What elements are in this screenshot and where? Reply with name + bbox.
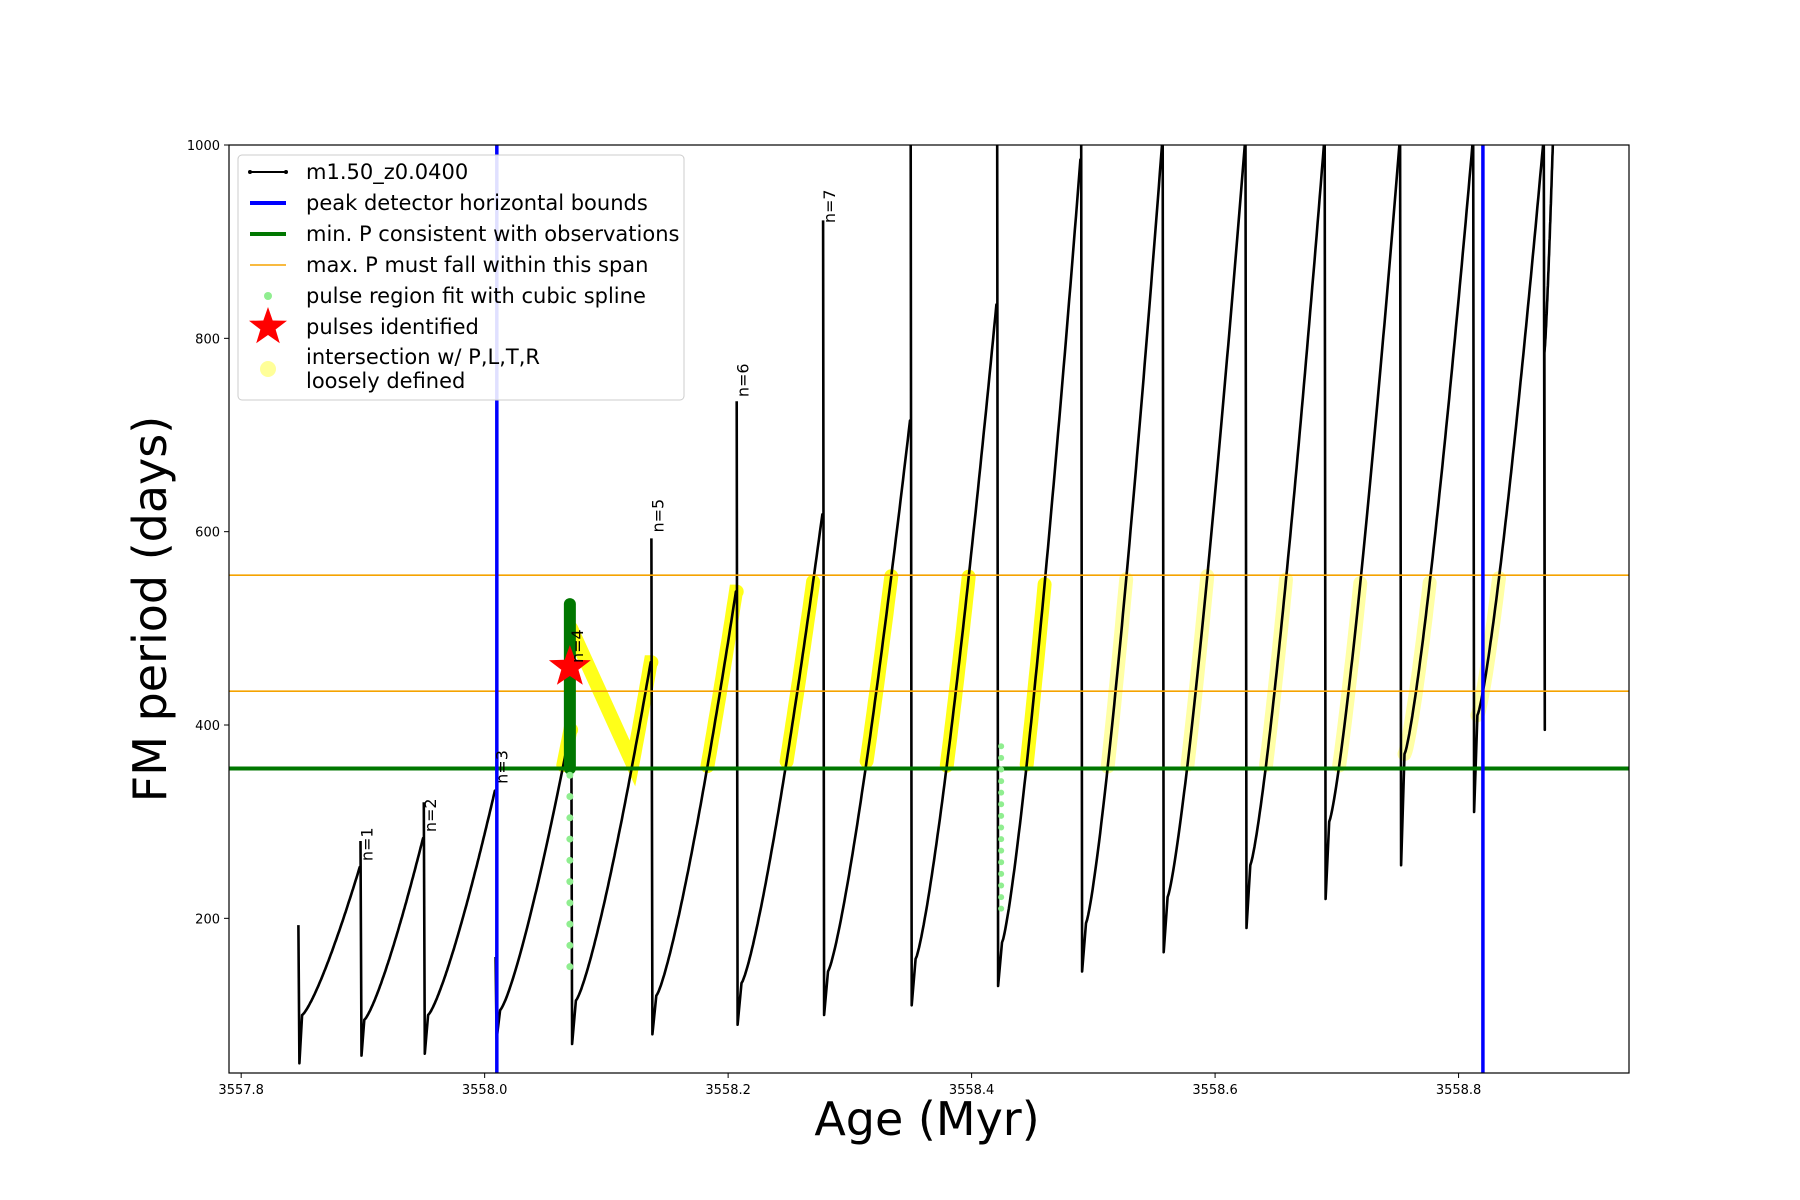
- model-track-line: [909, 145, 998, 1007]
- model-track-line: [1471, 145, 1545, 814]
- spline-point: [566, 771, 574, 779]
- model-track-line: [422, 789, 497, 1055]
- model-track-line: [297, 865, 361, 1065]
- spline-point: [998, 801, 1005, 808]
- spline-point: [566, 793, 574, 801]
- legend-label-line: intersection w/ P,L,T,R: [306, 345, 540, 369]
- spline-point: [998, 882, 1005, 889]
- y-tick-label: 200: [195, 912, 220, 927]
- spline-point: [998, 870, 1005, 877]
- model-track-line: [494, 728, 572, 1041]
- x-axis-label: Age (Myr): [814, 1092, 1039, 1146]
- spline-point: [998, 836, 1005, 843]
- pulse-number-label: n=5: [648, 499, 667, 533]
- model-track-line: [995, 145, 1082, 988]
- spline-point: [998, 812, 1005, 819]
- legend-label: max. P must fall within this span: [306, 253, 648, 277]
- spline-point: [566, 878, 574, 886]
- spline-point: [998, 766, 1005, 773]
- legend-swatch-dot: [264, 292, 272, 300]
- model-track-line: [735, 401, 824, 1026]
- y-tick-label: 400: [195, 719, 220, 734]
- legend-label: pulse region fit with cubic spline: [306, 284, 646, 308]
- model-track-line: [821, 220, 912, 1017]
- legend-swatch-blob: [260, 361, 276, 377]
- x-tick-label: 3558.2: [705, 1083, 751, 1098]
- y-axis-label: FM period (days): [123, 416, 177, 802]
- model-track-line: [1398, 145, 1474, 867]
- pulse-number-label: n=7: [820, 189, 839, 223]
- spline-point: [566, 920, 574, 928]
- pulse-number-label: n=4: [568, 629, 587, 663]
- model-track-line: [1161, 145, 1247, 954]
- spline-point: [998, 789, 1005, 796]
- legend-label-line: loosely defined: [306, 369, 465, 393]
- x-tick-label: 3558.4: [949, 1083, 995, 1098]
- model-track-line: [569, 628, 652, 1046]
- spline-point: [998, 824, 1005, 831]
- model-track-line: [1079, 145, 1164, 973]
- spline-point: [566, 899, 574, 907]
- legend-label: pulses identified: [306, 315, 479, 339]
- pulse-number-label: n=6: [734, 363, 753, 397]
- spline-point: [566, 963, 574, 971]
- spline-point: [998, 905, 1005, 912]
- pulse-number-label: n=2: [421, 798, 440, 832]
- spline-point: [998, 847, 1005, 854]
- spline-point: [998, 859, 1005, 866]
- legend-swatch-star: [249, 307, 287, 344]
- legend-label: intersection w/ P,L,T,R loosely defined: [306, 345, 540, 393]
- x-tick-label: 3558.6: [1192, 1083, 1238, 1098]
- y-tick-label: 600: [195, 526, 220, 541]
- spline-point: [998, 743, 1005, 750]
- spline-point: [998, 778, 1005, 785]
- model-track-line: [1323, 145, 1401, 901]
- y-tick-label: 800: [195, 332, 220, 347]
- legend-label: peak detector horizontal bounds: [306, 191, 648, 215]
- plot-area: n=1 n=2 n=3 n=4 n=5 n=6 n=7: [229, 145, 1629, 1073]
- spline-point: [566, 835, 574, 843]
- legend-swatch-dot: [284, 170, 288, 174]
- model-track-line: [1542, 145, 1555, 732]
- spline-point: [566, 941, 574, 949]
- legend-swatch-dot: [248, 170, 252, 174]
- x-tick-label: 3557.8: [218, 1083, 264, 1098]
- model-track-line: [650, 538, 738, 1036]
- pulse-number-label: n=3: [493, 750, 512, 784]
- spline-point: [566, 814, 574, 822]
- model-track-line: [359, 836, 425, 1057]
- spline-point: [998, 894, 1005, 901]
- spline-point: [566, 856, 574, 864]
- axes: 3557.8 3558.0 3558.2 3558.4 3558.6 3558.8 200 4…: [187, 139, 1481, 1098]
- legend-frame: [237, 154, 685, 401]
- plot-frame: [228, 144, 1630, 1074]
- x-tick-label: 3558.8: [1436, 1083, 1482, 1098]
- pulse-number-label: n=1: [357, 827, 376, 861]
- pulse-star-marker: [548, 645, 591, 685]
- legend-label: min. P consistent with observations: [306, 222, 679, 246]
- legend-label: m1.50_z0.0400: [306, 160, 468, 185]
- model-track-line: [1244, 145, 1326, 930]
- spline-point: [998, 754, 1005, 761]
- x-tick-label: 3558.0: [462, 1083, 508, 1098]
- y-tick-label: 1000: [187, 139, 220, 154]
